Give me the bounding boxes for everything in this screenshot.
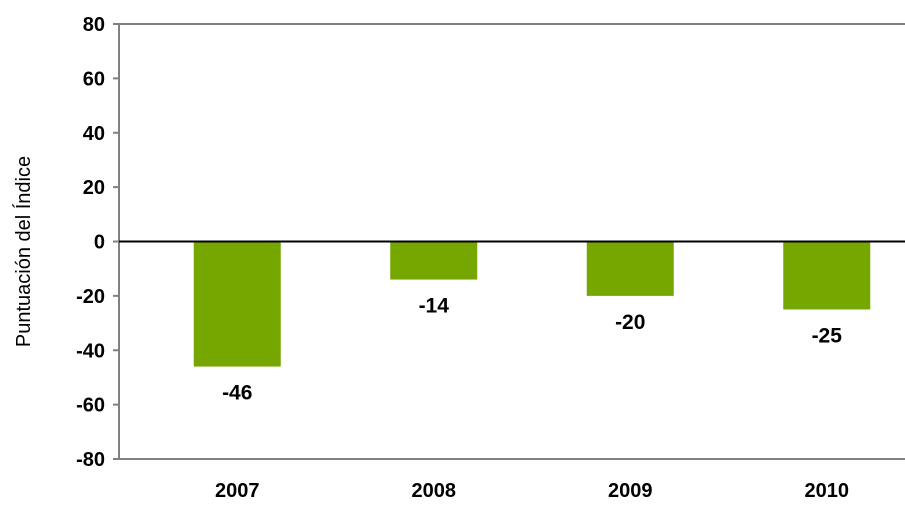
- y-tick-label: 80: [83, 14, 105, 36]
- data-label-2009: -20: [615, 311, 645, 334]
- bar-2007: [193, 241, 281, 367]
- data-label-2007: -46: [222, 382, 252, 405]
- y-tick-label: 60: [83, 68, 105, 90]
- y-tick-label: -60: [76, 395, 105, 417]
- x-tick-label-2010: 2010: [805, 480, 850, 502]
- y-tick-label: -80: [76, 449, 105, 471]
- x-axis-ticks: 2007 2008 2009 2010: [215, 480, 849, 502]
- data-labels: -46 -14 -20 -25: [222, 295, 842, 405]
- y-tick-label: -20: [76, 286, 105, 308]
- x-tick-label-2008: 2008: [412, 480, 457, 502]
- bar-2009: [586, 241, 674, 296]
- y-axis-ticks: 80 60 40 20 0 -20 -40 -60 -80: [76, 14, 119, 471]
- y-axis-title: Puntuación del Índice: [12, 156, 35, 347]
- x-tick-label-2009: 2009: [608, 480, 653, 502]
- x-tick-label-2007: 2007: [215, 480, 260, 502]
- y-tick-label: 40: [83, 123, 105, 145]
- bar-2008: [390, 241, 478, 280]
- bar-2010: [783, 241, 871, 310]
- y-tick-label: 20: [83, 177, 105, 199]
- y-tick-label: 0: [94, 232, 105, 254]
- y-tick-label: -40: [76, 340, 105, 362]
- data-label-2008: -14: [419, 295, 450, 318]
- data-label-2010: -25: [812, 324, 843, 347]
- bars: [193, 241, 871, 367]
